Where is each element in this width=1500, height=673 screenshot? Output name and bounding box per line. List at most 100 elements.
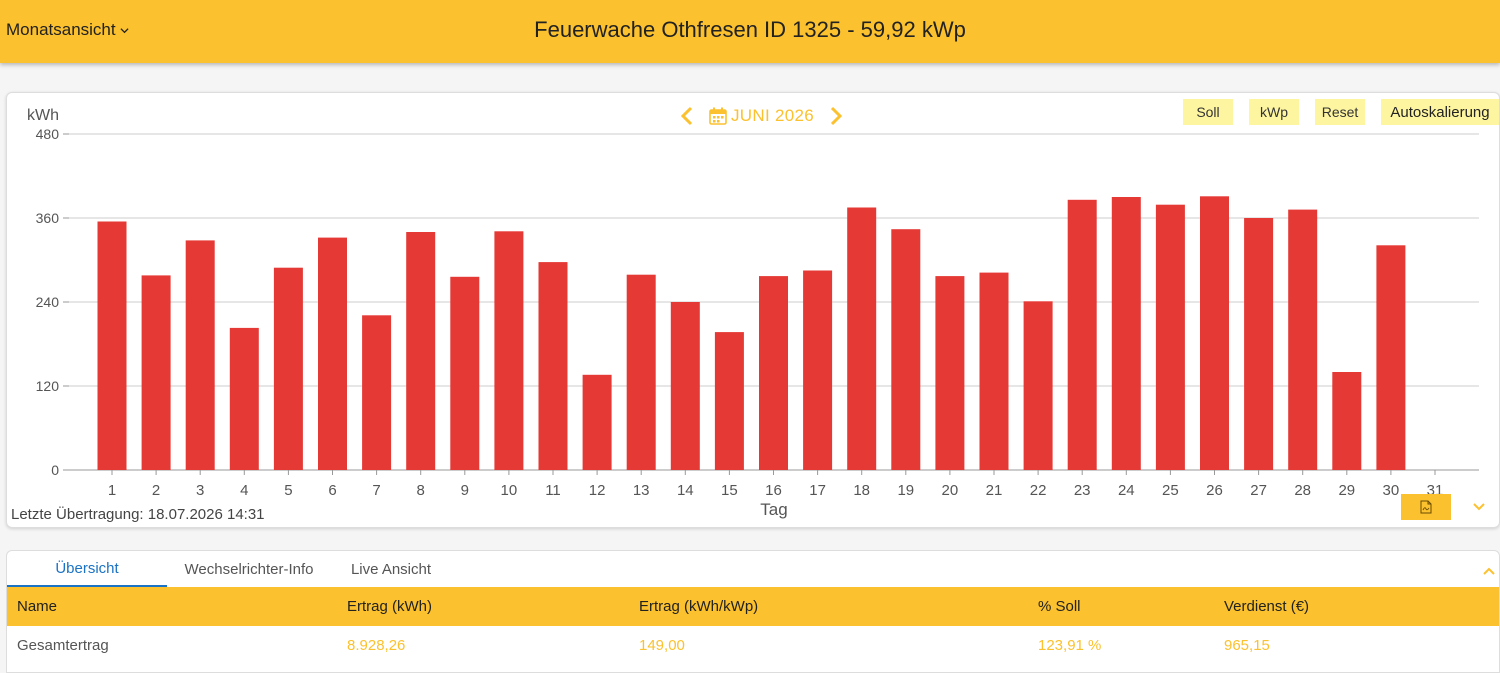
bar-day-27 bbox=[1244, 218, 1274, 470]
x-tick-label: 15 bbox=[721, 482, 738, 499]
x-tick-label: 16 bbox=[765, 482, 782, 499]
bar-day-8 bbox=[406, 232, 436, 470]
bar-day-15 bbox=[714, 332, 744, 470]
x-tick-label: 7 bbox=[372, 482, 380, 499]
expand-chevron-icon[interactable] bbox=[1471, 499, 1487, 515]
x-tick-label: 11 bbox=[545, 482, 561, 499]
top-bar: Monatsansicht Feuerwache Othfresen ID 13… bbox=[0, 0, 1500, 63]
row-soll-percent: 123,91 % bbox=[1038, 637, 1102, 654]
bar-day-5 bbox=[273, 267, 303, 470]
bar-day-17 bbox=[803, 270, 833, 470]
y-tick-label: 120 bbox=[36, 378, 60, 394]
x-tick-label: 10 bbox=[501, 482, 518, 499]
x-tick-label: 9 bbox=[461, 482, 469, 499]
bar-day-6 bbox=[318, 237, 347, 470]
x-tick-label: 18 bbox=[853, 482, 870, 499]
chevron-right-icon[interactable] bbox=[826, 105, 846, 127]
collapse-chevron-icon[interactable] bbox=[1481, 563, 1497, 579]
tab-live-ansicht[interactable]: Live Ansicht bbox=[350, 560, 432, 578]
kwp-button[interactable]: kWp bbox=[1249, 99, 1299, 125]
bar-day-21 bbox=[979, 272, 1009, 470]
page-title: Feuerwache Othfresen ID 1325 - 59,92 kWp bbox=[534, 17, 966, 42]
soll-button[interactable]: Soll bbox=[1183, 99, 1233, 125]
x-tick-label: 20 bbox=[942, 482, 959, 499]
x-tick-label: 12 bbox=[589, 482, 606, 499]
x-tick-label: 22 bbox=[1030, 482, 1047, 499]
bar-day-29 bbox=[1332, 372, 1362, 470]
bar-day-10 bbox=[494, 231, 524, 470]
header-ertrag-kwh: Ertrag (kWh) bbox=[347, 598, 433, 615]
bar-day-30 bbox=[1376, 245, 1406, 470]
reset-button[interactable]: Reset bbox=[1315, 99, 1365, 125]
row-ertrag-kwh-kwp: 149,00 bbox=[639, 637, 685, 654]
x-tick-label: 19 bbox=[897, 482, 914, 499]
x-tick-label: 13 bbox=[633, 482, 650, 499]
x-tick-label: 24 bbox=[1118, 482, 1135, 499]
month-navigation: JUNI 2026 bbox=[677, 105, 846, 127]
x-axis-label: Tag bbox=[760, 500, 787, 519]
x-tick-label: 30 bbox=[1383, 482, 1400, 499]
row-verdienst: 965,15 bbox=[1224, 637, 1270, 654]
bar-day-22 bbox=[1023, 301, 1053, 470]
bar-day-1 bbox=[97, 221, 127, 470]
x-tick-label: 4 bbox=[240, 482, 248, 499]
calendar-icon bbox=[709, 107, 727, 125]
x-tick-label: 17 bbox=[809, 482, 826, 499]
bar-day-26 bbox=[1200, 196, 1229, 471]
chart-card: kWh 0 120 240 360 480 1 2 3 4 5 6 7 8 9 10 11 12 13 14 15 16 1… bbox=[6, 92, 1500, 528]
tab-bar: Übersicht Wechselrichter-Info Live Ansic… bbox=[7, 551, 1499, 587]
x-tick-label: 27 bbox=[1250, 482, 1267, 499]
bar-day-4 bbox=[229, 327, 259, 470]
bar-day-16 bbox=[759, 276, 788, 470]
bar-day-7 bbox=[362, 315, 392, 470]
bar-day-11 bbox=[538, 262, 568, 470]
x-tick-label: 5 bbox=[284, 482, 292, 499]
view-select-label: Monatsansicht bbox=[6, 20, 116, 39]
bar-day-28 bbox=[1288, 209, 1318, 470]
bar-day-9 bbox=[450, 276, 480, 470]
month-label: JUNI 2026 bbox=[731, 106, 815, 125]
bar-day-12 bbox=[582, 374, 612, 470]
x-tick-label: 26 bbox=[1206, 482, 1223, 499]
chevron-left-icon[interactable] bbox=[677, 105, 697, 127]
bar-day-23 bbox=[1067, 199, 1097, 471]
summary-card: Übersicht Wechselrichter-Info Live Ansic… bbox=[6, 550, 1500, 673]
bar-day-18 bbox=[847, 207, 877, 470]
x-tick-label: 1 bbox=[108, 482, 116, 499]
x-tick-label: 14 bbox=[677, 482, 694, 499]
tab-wechselrichter-info[interactable]: Wechselrichter-Info bbox=[184, 560, 314, 578]
bar-day-13 bbox=[626, 274, 656, 470]
chevron-down-icon bbox=[120, 27, 129, 33]
header-verdienst: Verdienst (€) bbox=[1224, 598, 1310, 615]
x-tick-label: 3 bbox=[196, 482, 204, 499]
row-name: Gesamtertrag bbox=[17, 637, 109, 654]
pdf-export-button[interactable] bbox=[1401, 494, 1451, 520]
y-axis-label: kWh bbox=[27, 107, 59, 124]
x-tick-label: 28 bbox=[1294, 482, 1311, 499]
x-tick-label: 23 bbox=[1074, 482, 1091, 499]
autoscale-button[interactable]: Autoskalierung bbox=[1381, 99, 1499, 125]
bar-day-20 bbox=[935, 276, 965, 470]
x-tick-label: 29 bbox=[1338, 482, 1355, 499]
tab-uebersicht[interactable]: Übersicht bbox=[7, 551, 167, 587]
bar-day-25 bbox=[1155, 204, 1185, 470]
header-name: Name bbox=[17, 598, 58, 615]
y-tick-label: 0 bbox=[51, 462, 59, 478]
bar-day-14 bbox=[670, 302, 700, 470]
last-transmission: Letzte Übertragung: 18.07.2026 14:31 bbox=[11, 506, 265, 523]
table-row: Gesamtertrag 8.928,26 149,00 123,91 % 96… bbox=[7, 626, 1499, 666]
bar-day-24 bbox=[1111, 197, 1141, 470]
bar-day-3 bbox=[185, 240, 215, 470]
bar-day-2 bbox=[141, 275, 171, 470]
header-ertrag-kwh-kwp: Ertrag (kWh/kWp) bbox=[639, 598, 759, 615]
pdf-icon bbox=[1420, 500, 1432, 514]
x-tick-label: 2 bbox=[152, 482, 160, 499]
x-tick-label: 6 bbox=[328, 482, 336, 499]
y-tick-label: 480 bbox=[36, 126, 60, 142]
view-select-dropdown[interactable]: Monatsansicht bbox=[6, 20, 129, 40]
bar-day-19 bbox=[891, 229, 921, 470]
header-soll-percent: % Soll bbox=[1038, 598, 1081, 615]
x-tick-label: 8 bbox=[417, 482, 425, 499]
x-tick-label: 21 bbox=[986, 482, 1003, 499]
